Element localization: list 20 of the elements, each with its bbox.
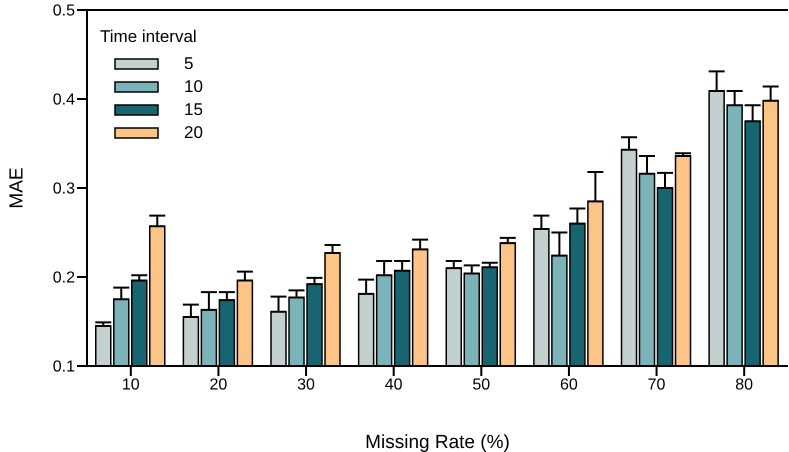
y-axis-title: MAE [6, 167, 28, 209]
x-axis-title: Missing Rate (%) [365, 432, 510, 452]
x-tick-label: 30 [297, 376, 316, 394]
y-tick-label: 0.4 [52, 92, 76, 109]
legend-label: 15 [184, 99, 203, 121]
x-tick-label: 80 [735, 376, 754, 394]
x-tick-label: 50 [472, 376, 490, 394]
y-tick-label: 0.1 [52, 358, 76, 376]
y-tick-label: 0.5 [52, 2, 76, 20]
x-tick-label: 70 [648, 376, 666, 394]
x-tick-label: 40 [384, 376, 403, 394]
x-tick-label: 60 [560, 376, 578, 394]
legend-title: Time interval [100, 26, 198, 48]
x-tick-label: 10 [122, 376, 140, 394]
legend-label: 10 [184, 76, 203, 98]
legend-label: 5 [184, 53, 194, 75]
x-tick-label: 20 [210, 376, 228, 394]
legend-label: 20 [184, 122, 203, 144]
y-tick-label: 0.3 [52, 180, 76, 198]
y-tick-label: 0.2 [52, 270, 76, 287]
